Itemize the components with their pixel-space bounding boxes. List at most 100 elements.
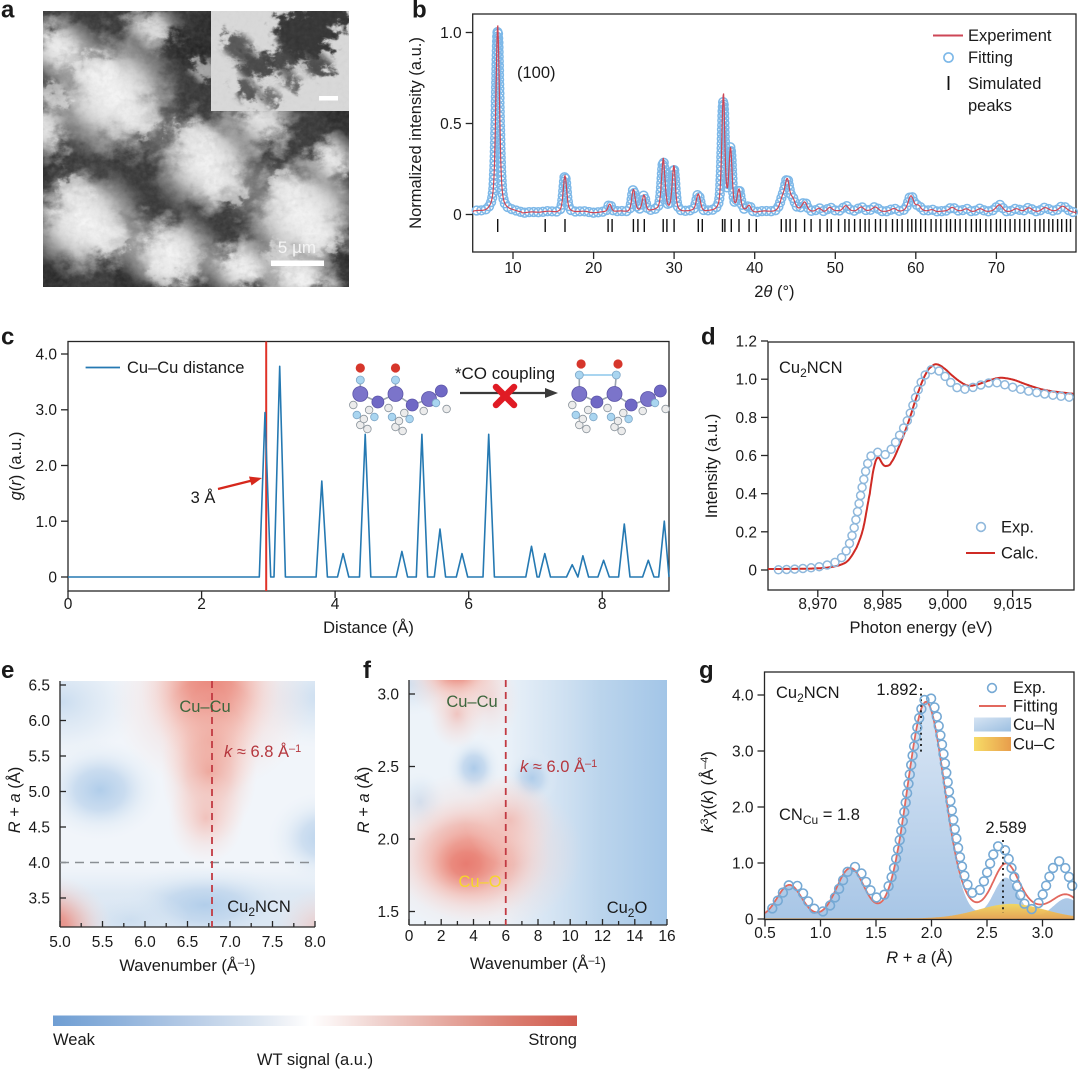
svg-text:5.5: 5.5: [92, 934, 114, 951]
svg-text:0: 0: [405, 928, 414, 945]
svg-text:R + a (Å): R + a (Å): [5, 767, 24, 834]
svg-text:5.0: 5.0: [49, 934, 71, 951]
svg-text:8,970: 8,970: [798, 596, 837, 613]
svg-text:R + a (Å): R + a (Å): [354, 767, 373, 834]
svg-text:20: 20: [585, 260, 603, 277]
svg-text:1.0: 1.0: [735, 372, 757, 389]
svg-text:Cu–O: Cu–O: [458, 873, 501, 891]
svg-text:3.5: 3.5: [28, 891, 50, 908]
svg-text:8,985: 8,985: [863, 596, 902, 613]
svg-text:70: 70: [988, 260, 1006, 277]
svg-text:0.6: 0.6: [735, 448, 757, 465]
svg-text:1.0: 1.0: [732, 856, 754, 873]
svg-text:Cu2O: Cu2O: [607, 899, 648, 920]
svg-text:30: 30: [665, 260, 683, 277]
svg-text:c: c: [1, 324, 14, 351]
svg-text:4.5: 4.5: [28, 820, 50, 837]
svg-text:10: 10: [562, 928, 580, 945]
svg-text:Simulated: Simulated: [968, 75, 1041, 93]
svg-text:Cu–Cu: Cu–Cu: [179, 698, 230, 716]
svg-text:0: 0: [453, 207, 462, 224]
svg-text:2: 2: [437, 928, 446, 945]
svg-text:CNCu = 1.8: CNCu = 1.8: [779, 806, 860, 827]
svg-text:5.0: 5.0: [28, 784, 50, 801]
svg-text:Cu2NCN: Cu2NCN: [227, 898, 291, 919]
svg-text:Fitting: Fitting: [1013, 698, 1058, 716]
svg-text:6.5: 6.5: [177, 934, 199, 951]
svg-text:50: 50: [827, 260, 845, 277]
svg-text:1.0: 1.0: [440, 25, 462, 42]
svg-text:1.5: 1.5: [865, 925, 887, 942]
svg-text:0: 0: [48, 570, 57, 587]
svg-text:Cu–N: Cu–N: [1013, 716, 1055, 734]
svg-text:2.0: 2.0: [921, 925, 943, 942]
svg-text:peaks: peaks: [968, 97, 1012, 115]
svg-text:3 Å: 3 Å: [191, 488, 216, 507]
svg-text:0.2: 0.2: [735, 524, 757, 541]
svg-text:4: 4: [331, 596, 340, 613]
svg-text:2.5: 2.5: [976, 925, 998, 942]
svg-text:Exp.: Exp.: [1001, 519, 1034, 537]
svg-text:4: 4: [469, 928, 478, 945]
svg-text:16: 16: [658, 928, 675, 945]
svg-text:6.5: 6.5: [28, 678, 50, 695]
svg-text:5.5: 5.5: [28, 749, 50, 766]
svg-text:3.0: 3.0: [1032, 925, 1054, 942]
svg-text:Fitting: Fitting: [968, 49, 1013, 67]
svg-text:7.0: 7.0: [219, 934, 241, 951]
svg-text:2.0: 2.0: [35, 458, 57, 475]
svg-text:0: 0: [748, 563, 757, 580]
svg-text:6: 6: [464, 596, 473, 613]
svg-text:R + a (Å): R + a (Å): [886, 948, 953, 967]
svg-text:1.2: 1.2: [735, 334, 757, 351]
svg-text:3.0: 3.0: [732, 744, 754, 761]
svg-text:Intensity (a.u.): Intensity (a.u.): [703, 414, 721, 519]
svg-text:3.0: 3.0: [35, 402, 57, 419]
svg-text:4.0: 4.0: [28, 855, 50, 872]
svg-text:f: f: [363, 657, 372, 684]
svg-text:Photon energy (eV): Photon energy (eV): [849, 619, 992, 637]
svg-text:6: 6: [501, 928, 510, 945]
svg-text:k3χ(k) (Å–4): k3χ(k) (Å–4): [698, 751, 717, 832]
svg-text:k ≈ 6.0 Å–1: k ≈ 6.0 Å–1: [520, 757, 597, 776]
svg-text:Cu2NCN: Cu2NCN: [779, 359, 843, 380]
svg-text:Experiment: Experiment: [968, 27, 1052, 45]
svg-text:Normalized intensity (a.u.): Normalized intensity (a.u.): [407, 37, 425, 229]
svg-text:1.0: 1.0: [810, 925, 832, 942]
svg-text:8.0: 8.0: [304, 934, 326, 951]
svg-text:Strong: Strong: [528, 1031, 577, 1049]
svg-text:Exp.: Exp.: [1013, 679, 1046, 697]
svg-text:1.5: 1.5: [377, 904, 399, 921]
svg-text:0.4: 0.4: [735, 486, 757, 503]
svg-text:9,000: 9,000: [928, 596, 967, 613]
svg-text:0.8: 0.8: [735, 410, 757, 427]
svg-text:Cu–C: Cu–C: [1013, 736, 1055, 754]
svg-text:d: d: [701, 324, 716, 351]
svg-text:Wavenumber (Å–1): Wavenumber (Å–1): [119, 956, 255, 975]
svg-text:12: 12: [594, 928, 611, 945]
svg-text:k ≈ 6.8 Å–1: k ≈ 6.8 Å–1: [224, 742, 301, 761]
svg-text:2.589: 2.589: [985, 819, 1026, 837]
svg-text:8: 8: [534, 928, 543, 945]
svg-text:2: 2: [197, 596, 206, 613]
svg-text:1.892: 1.892: [876, 681, 917, 699]
svg-text:0: 0: [64, 596, 73, 613]
svg-text:e: e: [1, 657, 14, 684]
svg-text:40: 40: [746, 260, 764, 277]
svg-text:5 µm: 5 µm: [278, 238, 316, 257]
svg-text:WT signal (a.u.): WT signal (a.u.): [257, 1051, 373, 1069]
svg-text:(100): (100): [517, 64, 556, 82]
svg-text:10: 10: [504, 260, 522, 277]
svg-text:2.5: 2.5: [377, 759, 399, 776]
svg-text:1.0: 1.0: [35, 514, 57, 531]
svg-text:2.0: 2.0: [732, 800, 754, 817]
svg-text:9,015: 9,015: [993, 596, 1032, 613]
svg-text:6.0: 6.0: [134, 934, 156, 951]
svg-text:Calc.: Calc.: [1001, 545, 1039, 563]
svg-text:Weak: Weak: [53, 1031, 96, 1049]
svg-text:0.5: 0.5: [754, 925, 776, 942]
svg-text:60: 60: [907, 260, 925, 277]
svg-text:8: 8: [598, 596, 607, 613]
svg-text:3.0: 3.0: [377, 687, 399, 704]
svg-text:Wavenumber (Å–1): Wavenumber (Å–1): [470, 954, 606, 973]
